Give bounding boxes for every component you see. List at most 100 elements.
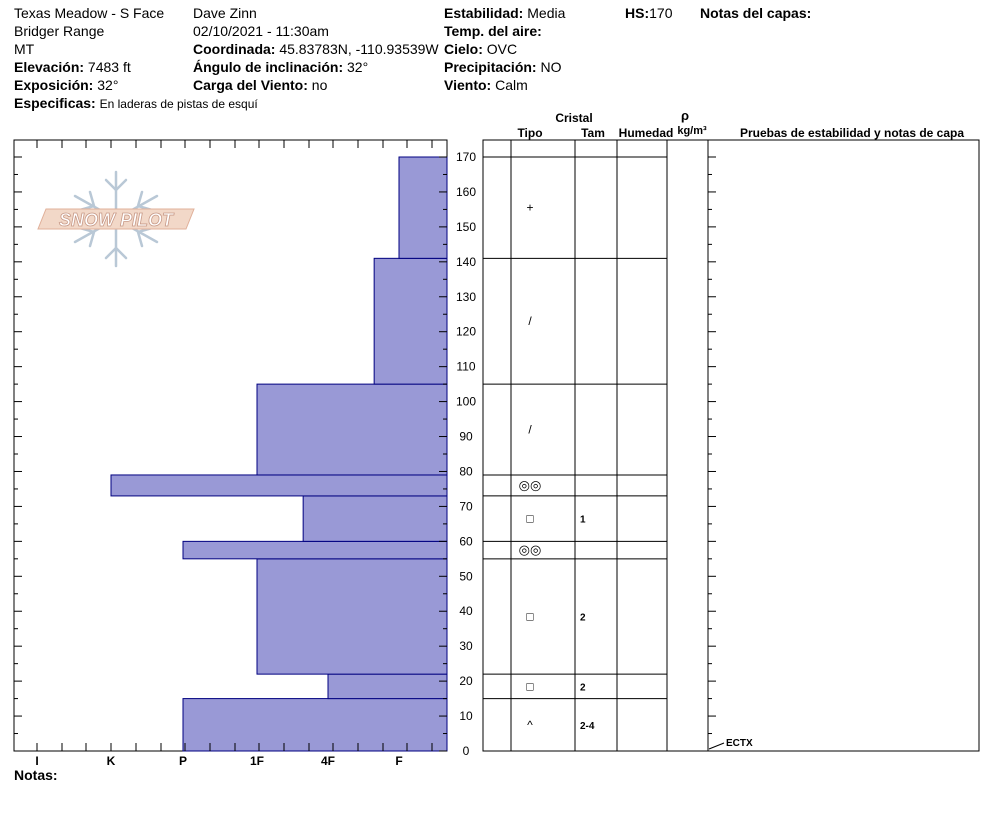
crystal-header: Cristal — [555, 111, 592, 125]
snow-height-label: HS: — [625, 5, 650, 21]
precipitation-label: Precipitación: — [444, 59, 537, 75]
coordinates-label: Coordinada: — [193, 41, 276, 57]
grain-type: / — [528, 423, 532, 437]
snow-height-value: 170 — [649, 5, 673, 21]
grain-type: □ — [526, 609, 533, 623]
specifics-value: En laderas de pistas de esquí — [99, 97, 258, 111]
wind-label: Viento: — [444, 77, 492, 93]
hardness-label: 1F — [250, 754, 264, 768]
location: Texas Meadow - S Face — [14, 5, 165, 21]
hardness-bar — [256, 558, 448, 675]
grain-type: ^ — [527, 718, 533, 732]
aspect: Exposición: 32° — [14, 76, 118, 94]
hardness-bar — [398, 156, 448, 259]
density-symbol: ρ — [681, 108, 689, 123]
stability-tests: ECTX — [708, 738, 753, 750]
snow-height: HS:170 — [625, 4, 672, 22]
sky-value: OVC — [486, 41, 518, 57]
specifics-label: Especificas: — [14, 95, 96, 111]
grain-type: / — [528, 314, 532, 328]
type-header: Tipo — [517, 126, 542, 140]
depth-label: 90 — [459, 430, 473, 444]
hardness-bar — [373, 257, 448, 385]
depth-label: 60 — [459, 534, 473, 548]
grain-type: ◎◎ — [519, 477, 542, 492]
sky-label: Cielo: — [444, 41, 483, 57]
precipitation-value: NO — [540, 59, 562, 75]
depth-label: 100 — [456, 395, 476, 409]
depth-label: 120 — [456, 325, 476, 339]
size-header: Tam — [581, 126, 605, 140]
hardness-label: 4F — [321, 754, 335, 768]
wind-load: Carga del Viento: no — [193, 76, 327, 94]
depth-label: 80 — [459, 464, 473, 478]
depth-label: 20 — [459, 674, 473, 688]
hardness-bar — [302, 495, 448, 542]
specifics: Especificas: En laderas de pistas de esq… — [14, 94, 258, 113]
test-label: ECTX — [726, 738, 753, 749]
wind-load-label: Carga del Viento: — [193, 77, 308, 93]
slope-angle-value: 32° — [347, 59, 369, 75]
grain-type: □ — [526, 512, 533, 526]
state: MT — [14, 41, 35, 57]
wind-load-value: no — [311, 77, 328, 93]
logo-text: SNOW PILOT — [59, 210, 175, 230]
depth-label: 40 — [459, 604, 473, 618]
depth-label: 130 — [456, 290, 476, 304]
range: Bridger Range — [14, 23, 105, 39]
notes-label: Notas: — [14, 767, 58, 783]
depth-label: 140 — [456, 255, 476, 269]
notes: Notas: — [14, 766, 58, 784]
depth-label: 50 — [459, 569, 473, 583]
layer-notes-label: Notas del capas: — [700, 5, 812, 21]
density-unit: kg/m³ — [677, 125, 707, 137]
stability-label: Estabilidad: — [444, 5, 524, 21]
observer: Dave Zinn — [193, 5, 257, 21]
tests-header: Pruebas de estabilidad y notas de capa — [740, 126, 964, 140]
datetime: 02/10/2021 - 11:30am — [193, 23, 329, 39]
elevation-label: Elevación: — [14, 59, 85, 75]
hardness-label: P — [179, 754, 187, 768]
stability: Estabilidad: Media — [444, 4, 565, 22]
coordinates: Coordinada: 45.83783N, -110.93539W — [193, 40, 439, 58]
hardness-bar — [256, 383, 448, 476]
grain-type: ◎◎ — [519, 542, 542, 557]
grain-size: 1 — [580, 515, 586, 526]
depth-label: 160 — [456, 185, 476, 199]
air-temp: Temp. del aire: — [444, 22, 542, 40]
layer-cells: ^ 2-4 □ 2 □ 2 ◎◎ □ 1 ◎◎ / / + — [519, 201, 595, 732]
snow-pilot-logo: SNOW PILOT — [37, 170, 195, 268]
coordinates-value: 45.83783N, -110.93539W — [279, 41, 439, 57]
hardness-bar — [110, 474, 448, 497]
depth-label: 30 — [459, 639, 473, 653]
hardness-bar — [327, 673, 448, 700]
depth-axis: 0 10 20 30 40 50 60 70 80 90 100 110 120 130 140 150 160… — [14, 150, 716, 758]
depth-label: 110 — [456, 360, 475, 374]
hardness-bars — [110, 156, 448, 752]
precipitation: Precipitación: NO — [444, 58, 561, 76]
wind: Viento: Calm — [444, 76, 528, 94]
hardness-bar — [182, 698, 448, 752]
elevation-value: 7483 ft — [87, 59, 131, 75]
aspect-label: Exposición: — [14, 77, 94, 93]
layer-table — [482, 139, 980, 752]
hardness-ticks: I K P 1F 4F F — [35, 140, 433, 768]
depth-label: 150 — [456, 220, 476, 234]
grain-size: 2 — [580, 612, 586, 623]
grain-size: 2-4 — [580, 721, 595, 732]
depth-label: 10 — [459, 709, 473, 723]
sky: Cielo: OVC — [444, 40, 517, 58]
grain-type: + — [526, 201, 533, 215]
grain-type: □ — [526, 679, 533, 693]
depth-label: 0 — [463, 744, 470, 758]
elevation: Elevación: 7483 ft — [14, 58, 131, 76]
stability-value: Media — [527, 5, 566, 21]
air-temp-label: Temp. del aire: — [444, 23, 542, 39]
layer-boundaries — [483, 156, 667, 700]
wind-value: Calm — [495, 77, 528, 93]
aspect-value: 32° — [97, 77, 119, 93]
test-pointer — [708, 742, 725, 750]
hardness-bar — [182, 540, 448, 560]
depth-label: 70 — [459, 499, 473, 513]
